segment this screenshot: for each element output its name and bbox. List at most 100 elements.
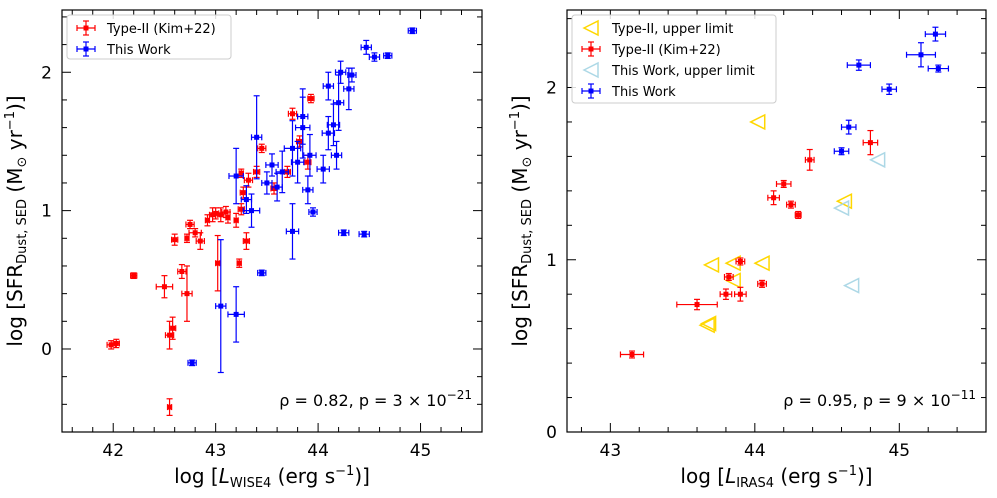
data-point bbox=[130, 272, 138, 280]
y-tick-label: 1 bbox=[546, 251, 557, 271]
data-point bbox=[265, 153, 279, 177]
plot-frame bbox=[61, 9, 483, 433]
legend-label: This Work bbox=[106, 43, 171, 58]
data-point bbox=[767, 190, 780, 206]
data-point bbox=[347, 67, 357, 83]
data-point bbox=[181, 265, 193, 322]
data-point bbox=[840, 119, 857, 135]
x-tick-label: 43 bbox=[600, 441, 622, 461]
data-point bbox=[308, 207, 318, 217]
data-point bbox=[271, 172, 283, 202]
data-point bbox=[236, 258, 243, 268]
upper-limit-marker bbox=[832, 199, 850, 217]
data-point bbox=[804, 148, 815, 171]
data-point bbox=[166, 398, 173, 416]
x-tick-label: 43 bbox=[205, 441, 227, 461]
upper-limit-marker bbox=[842, 277, 860, 294]
data-point bbox=[321, 115, 336, 151]
data-point bbox=[171, 233, 179, 246]
y-tick-label: 1 bbox=[41, 202, 52, 222]
data-point bbox=[228, 147, 244, 205]
x-axis-label: log [LWISE4 (erg s−1)] bbox=[174, 464, 370, 491]
data-point bbox=[204, 214, 211, 227]
data-point bbox=[287, 107, 298, 120]
data-point bbox=[185, 219, 195, 230]
data-point bbox=[217, 207, 225, 223]
data-point bbox=[188, 228, 202, 238]
y-tick-label: 0 bbox=[41, 340, 52, 360]
data-point bbox=[676, 298, 718, 311]
y-tick-label: 2 bbox=[41, 63, 52, 83]
legend-entry: This Work bbox=[76, 41, 171, 58]
data-point bbox=[177, 263, 187, 280]
data-point bbox=[794, 210, 802, 220]
data-point bbox=[924, 26, 947, 42]
data-point bbox=[195, 232, 205, 250]
data-point bbox=[619, 350, 645, 359]
y-tick-label: 2 bbox=[546, 79, 557, 99]
data-point bbox=[243, 172, 254, 188]
data-point bbox=[332, 74, 345, 131]
plot-frame bbox=[566, 9, 987, 433]
data-point bbox=[862, 129, 879, 156]
upper-limit-marker bbox=[753, 254, 770, 272]
legend-upper-limit-icon bbox=[582, 19, 599, 37]
x-axis-label: log [LIRAS4 (erg s−1)] bbox=[680, 464, 872, 491]
correlation-annotation: ρ = 0.95, p = 9 × 10−11 bbox=[783, 388, 976, 410]
data-point bbox=[360, 39, 372, 55]
data-point bbox=[775, 179, 792, 189]
data-point bbox=[337, 229, 350, 237]
y-tick-label: 0 bbox=[546, 423, 557, 443]
data-point bbox=[297, 88, 309, 145]
x-tick-label: 42 bbox=[102, 441, 124, 461]
data-point bbox=[322, 71, 335, 101]
data-point bbox=[187, 359, 197, 367]
series-type-ii-upper-limit bbox=[698, 113, 853, 334]
data-point bbox=[155, 275, 174, 299]
data-point bbox=[383, 52, 393, 60]
data-point bbox=[250, 95, 263, 180]
data-point bbox=[233, 212, 240, 228]
data-point bbox=[283, 120, 302, 177]
legend: Type-II, upper limit Type-II (Kim+22) This… bbox=[571, 14, 777, 104]
right-panel: 43 44 45 0 1 2 log [LIRAS4 (erg s−1)] log [SFRD… bbox=[508, 9, 987, 491]
legend-entry: This Work, upper limit bbox=[582, 61, 755, 79]
data-point bbox=[224, 211, 231, 224]
y-axis-label: log [SFRDust, SED (M⊙ yr−1)] bbox=[3, 95, 30, 346]
data-point bbox=[786, 200, 796, 209]
legend-entry: This Work bbox=[581, 83, 676, 100]
correlation-annotation: ρ = 0.82, p = 3 × 10−21 bbox=[279, 388, 472, 410]
series-type-ii-kim-22 bbox=[106, 93, 315, 416]
data-point bbox=[242, 193, 261, 228]
series-type-ii-kim-22 bbox=[619, 129, 879, 359]
x-tick-label: 45 bbox=[410, 441, 432, 461]
data-point bbox=[112, 338, 120, 349]
legend-label: Type-II (Kim+22) bbox=[106, 22, 216, 37]
data-point bbox=[257, 269, 267, 277]
data-point bbox=[227, 286, 245, 343]
data-point bbox=[735, 257, 746, 266]
data-point bbox=[334, 60, 347, 84]
y-axis-label: log [SFRDust, SED (M⊙ yr−1)] bbox=[508, 95, 535, 346]
data-point bbox=[214, 234, 221, 292]
data-point bbox=[242, 232, 251, 250]
data-point bbox=[846, 59, 872, 71]
data-point bbox=[757, 279, 767, 288]
data-point bbox=[290, 140, 305, 184]
data-point bbox=[302, 175, 314, 205]
data-point bbox=[358, 230, 370, 238]
data-point bbox=[927, 64, 950, 73]
data-point bbox=[905, 42, 937, 68]
legend-label: This Work, upper limit bbox=[611, 64, 755, 79]
data-point bbox=[168, 316, 177, 340]
legend-entry: Type-II, upper limit bbox=[582, 19, 733, 37]
series-this-work bbox=[833, 26, 950, 156]
legend-label: This Work bbox=[611, 85, 676, 100]
x-tick-label: 44 bbox=[744, 441, 766, 461]
legend-label: Type-II (Kim+22) bbox=[611, 43, 721, 58]
legend-label: Type-II, upper limit bbox=[611, 22, 733, 37]
upper-limit-marker bbox=[699, 315, 717, 332]
upper-limit-marker bbox=[698, 316, 715, 334]
x-tick-label: 45 bbox=[888, 441, 910, 461]
